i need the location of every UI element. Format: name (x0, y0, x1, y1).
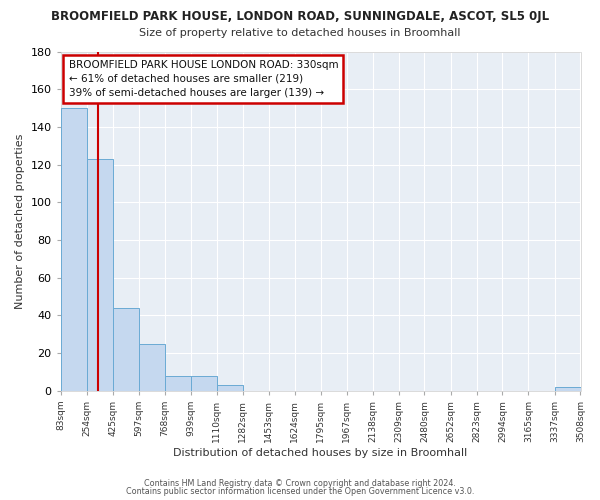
Text: BROOMFIELD PARK HOUSE, LONDON ROAD, SUNNINGDALE, ASCOT, SL5 0JL: BROOMFIELD PARK HOUSE, LONDON ROAD, SUNN… (51, 10, 549, 23)
X-axis label: Distribution of detached houses by size in Broomhall: Distribution of detached houses by size … (173, 448, 468, 458)
Text: BROOMFIELD PARK HOUSE LONDON ROAD: 330sqm
← 61% of detached houses are smaller (: BROOMFIELD PARK HOUSE LONDON ROAD: 330sq… (68, 60, 338, 98)
Y-axis label: Number of detached properties: Number of detached properties (15, 134, 25, 309)
Text: Contains public sector information licensed under the Open Government Licence v3: Contains public sector information licen… (126, 487, 474, 496)
Text: Contains HM Land Registry data © Crown copyright and database right 2024.: Contains HM Land Registry data © Crown c… (144, 478, 456, 488)
Bar (61, 108, 86, 391)
Bar (554, 387, 581, 391)
Bar (113, 308, 139, 391)
Bar (191, 376, 217, 391)
Bar (139, 344, 164, 391)
Bar (217, 385, 242, 391)
Text: Size of property relative to detached houses in Broomhall: Size of property relative to detached ho… (139, 28, 461, 38)
Bar (86, 159, 113, 391)
Bar (164, 376, 191, 391)
